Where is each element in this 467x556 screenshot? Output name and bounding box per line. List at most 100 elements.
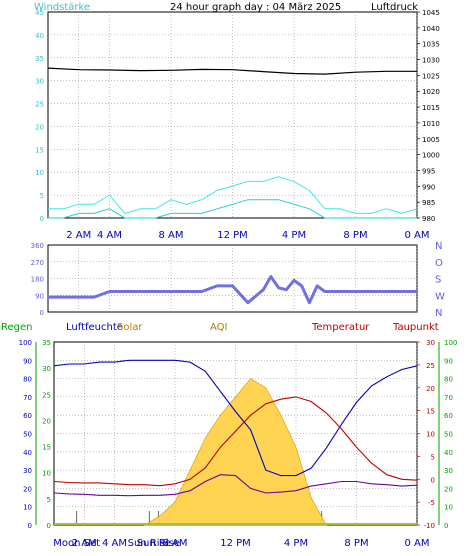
humidity-tick-label: 60 xyxy=(23,412,32,420)
wind-tick-label: 35 xyxy=(35,55,44,63)
wind-tick-label: 45 xyxy=(35,9,44,17)
time-tick-label: 0 AM xyxy=(404,230,429,241)
humidity-tick-label: 70 xyxy=(23,394,32,402)
wind-tick-label: 15 xyxy=(35,146,44,154)
legend-luftfeuchte: Luftfeuchte xyxy=(66,322,123,333)
rain-tick-label: 25 xyxy=(42,391,51,399)
pressure-series xyxy=(47,67,417,75)
weather-panel: 010203040506070809010005101520253035-10-… xyxy=(19,339,458,549)
legend-taupunkt: Taupunkt xyxy=(392,322,439,333)
temperature-series xyxy=(53,396,418,487)
winddir-tick-label: 270 xyxy=(31,259,44,267)
pressure-tick-label: 990 xyxy=(422,183,435,191)
humidity-tick-label: 50 xyxy=(23,431,32,439)
temp-tick-label: 30 xyxy=(426,339,435,347)
legend-temperatur: Temperatur xyxy=(311,322,370,333)
pressure-tick-label: 1010 xyxy=(422,120,440,128)
dew-tick-label: 70 xyxy=(444,394,453,402)
wind-series xyxy=(48,199,417,219)
wind-pressure-panel: 0510152025303540459809859909951000100510… xyxy=(35,9,440,241)
dew-tick-label: 90 xyxy=(444,357,453,365)
rain-tick-label: 5 xyxy=(47,496,51,504)
pressure-tick-label: 1015 xyxy=(422,104,440,112)
time-tick-label: 8 PM xyxy=(343,230,367,241)
time-tick-label: 8 AM xyxy=(162,538,187,549)
wind-tick-label: 40 xyxy=(35,32,44,40)
rain-tick-label: 0 xyxy=(47,522,51,530)
pressure-tick-label: 1045 xyxy=(422,9,440,17)
winddir-tick-label: 360 xyxy=(31,242,44,250)
pressure-tick-label: 980 xyxy=(422,215,435,223)
dew-tick-label: 40 xyxy=(444,449,453,457)
pressure-tick-label: 1030 xyxy=(422,57,440,65)
time-tick-label: 0 AM xyxy=(404,538,429,549)
rain-tick-label: 10 xyxy=(42,470,51,478)
legend-regen: Regen xyxy=(1,322,33,333)
pressure-tick-label: 1035 xyxy=(422,41,440,49)
temp-tick-label: 0 xyxy=(431,476,435,484)
wind-direction-panel: 0 N 90 W 180 S 270 O 360 N xyxy=(31,241,445,319)
pressure-tick-label: 1025 xyxy=(422,72,440,80)
rain-tick-label: 35 xyxy=(42,339,51,347)
humidity-tick-label: 10 xyxy=(23,504,32,512)
rain-tick-label: 20 xyxy=(42,417,51,425)
time-tick-label: 4 AM xyxy=(97,230,122,241)
chart-title: 24 hour graph day : 04 März 2025 xyxy=(170,2,341,13)
temp-tick-label: -10 xyxy=(424,522,435,530)
winddir-series xyxy=(48,275,417,305)
pressure-axis-title: Luftdruck xyxy=(371,2,418,13)
temp-tick-label: 10 xyxy=(426,431,435,439)
humidity-series xyxy=(53,359,418,477)
temp-tick-label: 15 xyxy=(426,408,435,416)
humidity-tick-label: 30 xyxy=(23,467,32,475)
legend-solar: Solar xyxy=(117,322,143,333)
pressure-tick-label: 1000 xyxy=(422,152,440,160)
dewpoint-series xyxy=(53,474,418,497)
event-label: Sun Rise xyxy=(128,538,171,549)
compass-label: O xyxy=(435,258,443,269)
time-tick-label: 12 PM xyxy=(217,230,248,241)
wind-tick-label: 25 xyxy=(35,101,44,109)
dew-tick-label: 50 xyxy=(444,431,453,439)
gust-series xyxy=(48,176,418,214)
dew-tick-label: 30 xyxy=(444,467,453,475)
compass-label: W xyxy=(435,291,445,302)
rain-tick-label: 30 xyxy=(42,365,51,373)
compass-label: S xyxy=(435,275,441,286)
temp-tick-label: 20 xyxy=(426,385,435,393)
legend-aqi: AQI xyxy=(210,322,228,333)
time-tick-label: 4 PM xyxy=(282,230,306,241)
dew-tick-label: 60 xyxy=(444,412,453,420)
pressure-tick-label: 1040 xyxy=(422,25,440,33)
wind-axis-title: Windstärke xyxy=(34,2,90,13)
compass-label: N xyxy=(435,308,442,319)
time-tick-label: 2 AM xyxy=(72,538,97,549)
wind-tick-label: 20 xyxy=(35,123,44,131)
dew-tick-label: 10 xyxy=(444,504,453,512)
event-label: Moon Set xyxy=(53,538,100,549)
pressure-tick-label: 995 xyxy=(422,167,435,175)
solar-area xyxy=(143,378,327,526)
humidity-tick-label: 90 xyxy=(23,357,32,365)
winddir-tick-label: 0 xyxy=(40,309,44,317)
time-tick-label: 12 PM xyxy=(220,538,251,549)
temp-tick-label: 5 xyxy=(431,453,435,461)
humidity-tick-label: 80 xyxy=(23,376,32,384)
event-label: Sun Rise xyxy=(137,538,180,549)
dew-tick-label: 0 xyxy=(444,522,448,530)
wind-tick-label: 0 xyxy=(40,215,44,223)
time-tick-label: 2 AM xyxy=(66,230,91,241)
rain-tick-label: 15 xyxy=(42,444,51,452)
temp-tick-label: -5 xyxy=(428,499,435,507)
time-tick-label: 4 PM xyxy=(284,538,308,549)
pressure-tick-label: 1005 xyxy=(422,136,440,144)
pressure-tick-label: 985 xyxy=(422,199,435,207)
winddir-tick-label: 180 xyxy=(31,276,44,284)
humidity-tick-label: 40 xyxy=(23,449,32,457)
winddir-tick-label: 90 xyxy=(35,292,44,300)
humidity-tick-label: 20 xyxy=(23,485,32,493)
wind-tick-label: 10 xyxy=(35,169,44,177)
wind-tick-label: 30 xyxy=(35,78,44,86)
compass-label: N xyxy=(435,241,442,252)
